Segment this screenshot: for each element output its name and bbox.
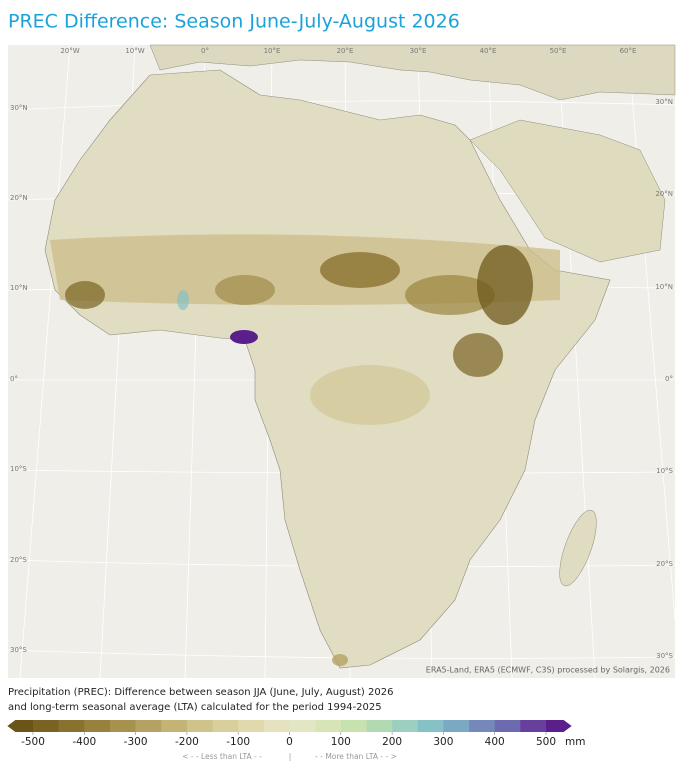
legend-swatch [186,720,213,732]
legend-arrow [546,720,572,732]
latitude-label: 20°S [10,556,27,564]
legend-swatch [443,720,470,732]
latitude-label: 30°S [10,646,27,654]
legend-swatch [84,720,111,732]
latitude-label: 30°N [655,98,673,106]
longitude-label: 20°W [60,47,79,55]
legend-swatch [520,720,547,732]
europe [149,44,676,101]
longitude-label: 50°E [550,47,567,55]
longitude-label: 40°E [480,47,497,55]
latitude-label: 0° [10,375,18,383]
longitude-label: 30°E [410,47,427,55]
latitude-label: 0° [665,375,673,383]
latitude-label: 30°S [656,652,673,660]
legend-tick-label: -500 [21,736,45,748]
latitude-label: 30°N [10,104,28,112]
latitude-label: 20°N [655,190,673,198]
legend-swatch [212,720,239,732]
legend-tick-label: -300 [124,736,148,748]
latitude-label: 10°N [10,284,28,292]
legend-tick-label: 400 [485,736,505,748]
longitude-label: 10°E [264,47,281,55]
latitude-label: 10°S [10,465,27,473]
legend-swatch [263,720,290,732]
legend-swatch [366,720,393,732]
latitude-label: 20°N [10,194,28,202]
longitude-label: 10°W [125,47,144,55]
legend-swatch [58,720,85,732]
latitude-label: 10°N [655,283,673,291]
arabia [469,119,666,263]
legend-tick-label: 200 [382,736,402,748]
legend-tick-label: 300 [433,736,453,748]
legend-more: - - More than LTA - - > [315,752,397,761]
anomaly-patches [50,234,560,666]
longitude-label: 20°E [337,47,354,55]
legend-swatch [109,720,136,732]
legend-swatch [417,720,444,732]
legend-swatch [494,720,521,732]
legend-swatch [469,720,495,732]
latitude-label: 10°S [656,467,673,475]
legend-swatch [315,720,342,732]
caption-line: and long-term seasonal average (LTA) cal… [8,702,382,713]
legend-swatch [340,720,367,732]
legend-swatch [135,720,162,732]
latitude-label: 20°S [656,560,673,568]
legend-tick-label: 100 [331,736,351,748]
madagascar [559,509,597,587]
attribution: ERA5-Land, ERA5 (ECMWF, C3S) processed b… [426,666,670,675]
legend-tick-label: 500 [536,736,556,748]
legend-tick-label: -200 [175,736,199,748]
longitude-label: 60°E [620,47,637,55]
legend-unit: mm [565,736,585,748]
caption-line: Precipitation (PREC): Difference between… [8,687,393,698]
legend-swatch [161,720,188,732]
map: 20°W 10°W 0° 10°E 20°E 30°E 40°E 50°E 60°E 30°N 20… [7,44,676,679]
legend: -500 -400 -300 -200 -100 0 100 200 300 400 500 mm [7,720,585,748]
legend-swatch [289,720,316,732]
legend-less: < - - Less than LTA - - [182,752,262,761]
legend-separator: | [289,752,292,761]
legend-tick-label: 0 [286,736,293,748]
legend-tick-label: -400 [72,736,96,748]
legend-tick-label: -100 [226,736,250,748]
legend-swatch [238,720,265,732]
longitude-label: 0° [201,47,209,55]
africa [44,69,611,669]
legend-arrow [7,720,33,732]
legend-swatch [392,720,419,732]
legend-swatch [33,720,59,732]
title: PREC Difference: Season June-July-August… [8,11,460,33]
